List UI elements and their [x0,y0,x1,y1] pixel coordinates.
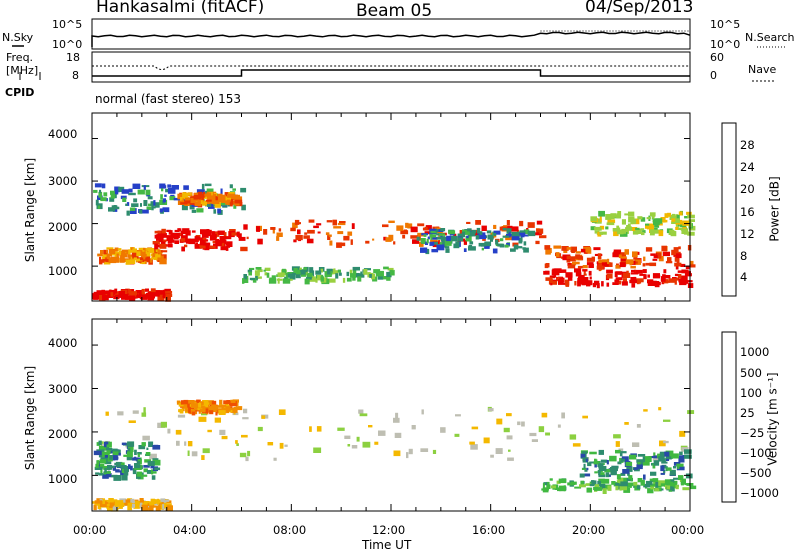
power-ytick-4000: 4000 [48,127,78,141]
power-region-4 [152,228,248,252]
power-ytick-3000: 3000 [48,174,78,188]
velocity-ytick-1000: 1000 [48,472,78,486]
power-region-8 [544,245,696,272]
power-region-1 [97,247,168,265]
power-region-3 [177,191,243,208]
cpid-label: CPID [5,86,35,99]
nave-series-line [92,69,690,77]
power-cbar-tick-24: 24 [740,160,755,174]
xtick-1200: 12:00 [372,523,406,537]
freq-series-line [92,65,690,70]
velocity-cbar-tick-1000: 1000 [740,345,770,359]
power-ylabel: Slant Range [km] [23,157,38,263]
nsky-tick-bottom: 10^0 [52,38,83,51]
power-region-9 [543,268,694,289]
nave-tick-bottom: 0 [710,69,717,82]
xtick-0000: 00:00 [73,523,107,537]
nsky-tick-top: 10^5 [52,18,83,31]
nave-tick-top: 60 [710,51,724,64]
power-region-7 [416,227,536,255]
beam-title: Beam 05 [356,1,433,21]
date-title: 04/Sep/2013 [585,0,694,17]
velocity-cbar-label: Velocity [m s⁻¹] [765,372,780,466]
power-region-6 [242,266,395,285]
nsky-panel-frame [91,18,691,50]
power-cbar-tick-8: 8 [740,249,748,263]
xlabel: Time UT [362,538,412,552]
velocity-plot-area [92,319,690,511]
power-cbar-tick-4: 4 [740,270,748,284]
power-ytick-1000: 1000 [48,264,78,278]
velocity-cbar-tick-neg500: −500 [740,466,772,480]
velocity-region-1 [93,440,161,481]
xtick-2400: 00:00 [671,523,705,537]
xtick-1600: 16:00 [472,523,506,537]
nsearch-tick-bottom: 10^0 [710,38,741,51]
nave-label: Nave [748,63,777,76]
velocity-cbar-tick-neg100: −100 [740,446,772,460]
velocity-region-0 [96,406,695,462]
velocity-ytick-2000: 2000 [48,427,78,441]
velocity-region-5 [579,449,693,481]
nsky-series-line [91,31,691,47]
power-region-10 [590,210,696,237]
xtick-2000: 20:00 [572,523,606,537]
power-cbar-tick-12: 12 [740,227,755,241]
velocity-region-3 [176,399,243,416]
freq-unit-label: [MHz] [6,64,39,77]
freq-label: Freq. [6,51,34,64]
power-cbar-tick-28: 28 [740,138,755,152]
xtick-0400: 04:00 [173,523,207,537]
station-title: Hankasalmi (fitACF) [96,0,265,17]
velocity-cbar-tick-neg25: −25 [740,426,765,440]
cpid-text: normal (fast stereo) 153 [95,92,242,106]
freq-tick-top: 18 [66,51,80,64]
velocity-region-2 [92,498,173,512]
xtick-0800: 08:00 [273,523,307,537]
freq-label-bracket [19,72,41,80]
freq-panel-frame [91,51,691,83]
velocity-ylabel: Slant Range [km] [23,365,38,471]
velocity-cbar-tick-neg1000: −1000 [740,486,779,500]
power-ytick-2000: 2000 [48,220,78,234]
velocity-cbar-tick-100: 100 [740,386,762,400]
power-cbar-tick-16: 16 [740,205,755,219]
nsky-label: N.Sky [2,31,34,44]
power-cbar-label: Power [dB] [767,176,782,242]
velocity-cbar-tick-500: 500 [740,366,762,380]
freq-tick-bottom: 8 [72,69,79,82]
velocity-colorbar-frame [721,331,737,503]
velocity-ytick-3000: 3000 [48,382,78,396]
nsearch-label: N.Search [745,31,795,44]
nsearch-tick-top: 10^5 [710,18,741,31]
velocity-ytick-4000: 4000 [48,336,78,350]
power-cbar-tick-20: 20 [740,182,755,196]
velocity-cbar-tick-25: 25 [740,406,755,420]
power-region-0 [92,288,173,302]
power-colorbar-frame [721,122,737,297]
